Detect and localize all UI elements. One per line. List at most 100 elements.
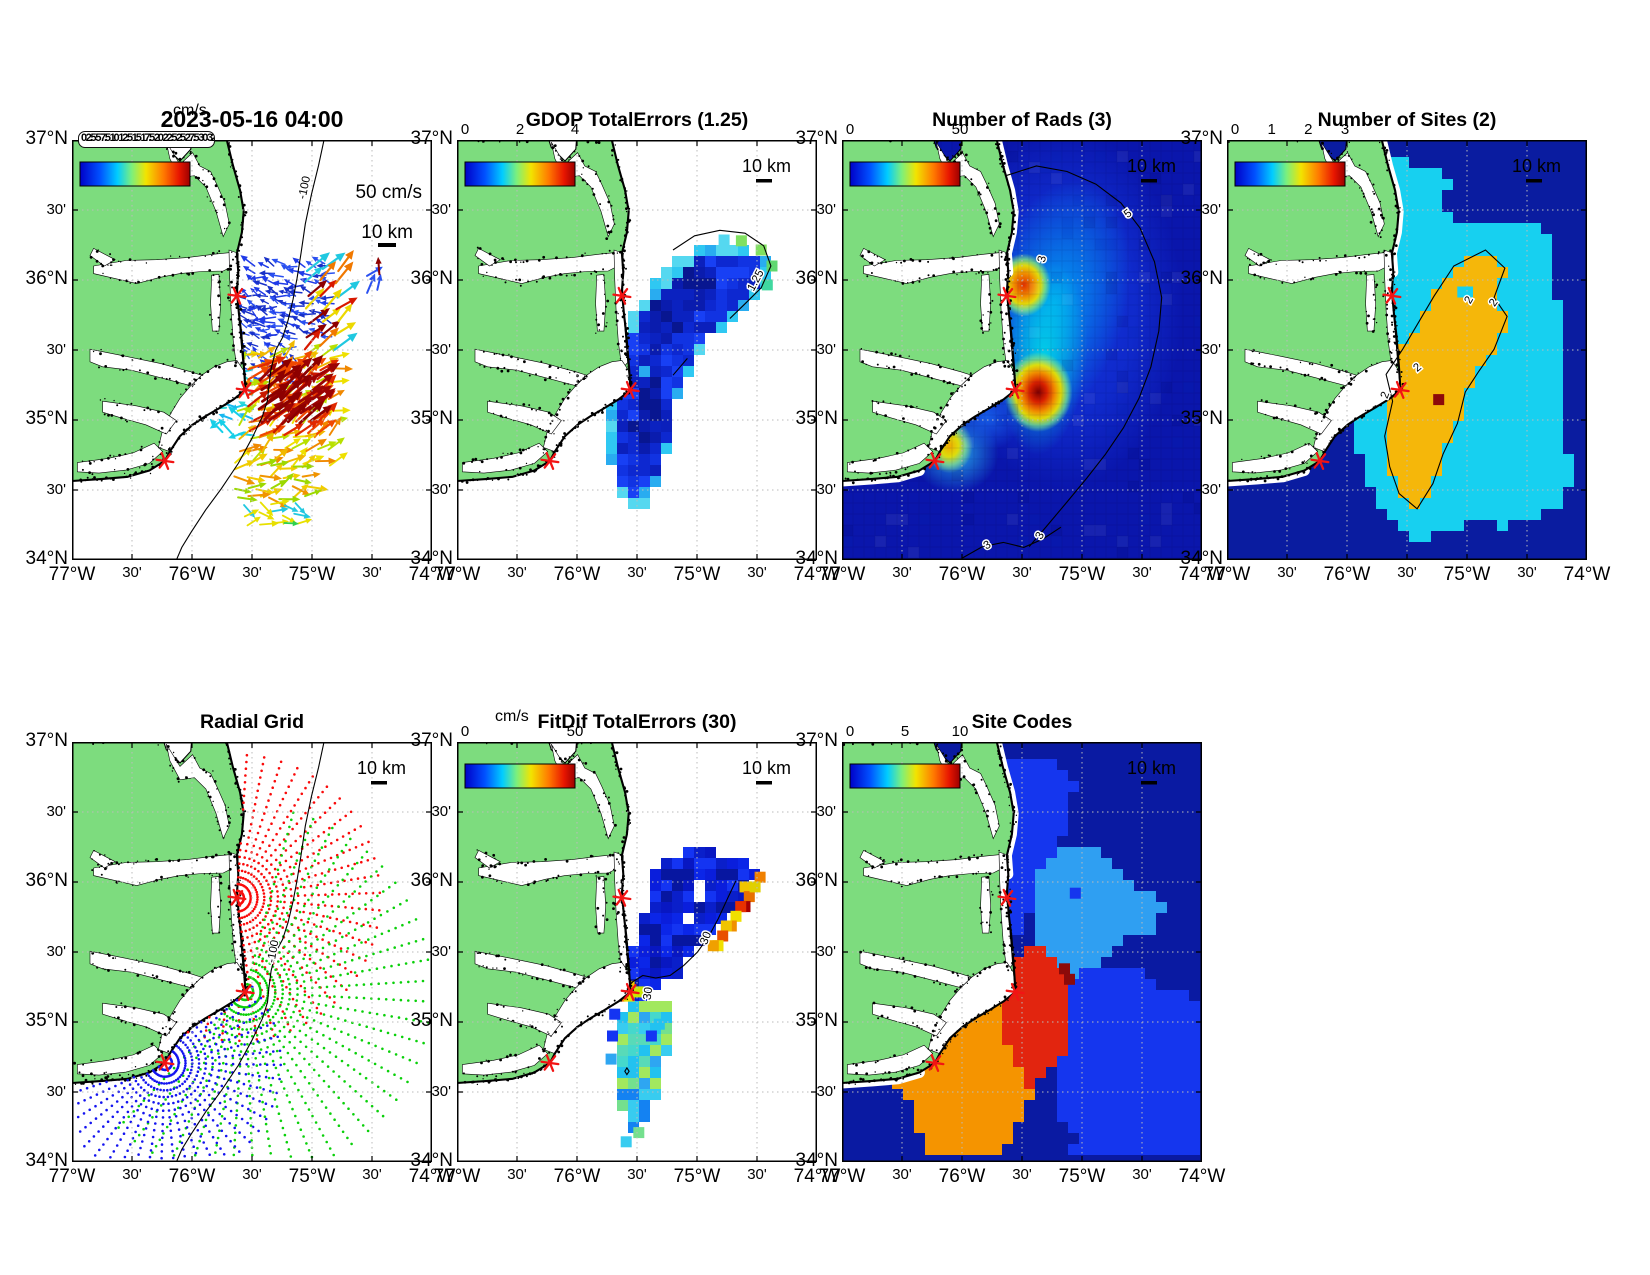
- colorbar: [79, 161, 191, 187]
- sound-water: [872, 1002, 947, 1037]
- lon-tick-label: 77°W: [433, 564, 481, 585]
- radar-site-marker: [997, 888, 1017, 907]
- lon-tick-label: 74°W: [408, 564, 456, 585]
- lat-tick-label: 35°N: [1180, 408, 1223, 429]
- sound-water: [89, 348, 203, 387]
- axis-ticks: [842, 140, 1202, 560]
- lat-tick-label: 30': [816, 803, 836, 820]
- lat-tick-label: 34°N: [25, 548, 68, 569]
- panel-title: FitDif TotalErrors (30): [537, 711, 737, 733]
- graticule: [1227, 140, 1587, 560]
- map-scale-label: 10 km: [741, 156, 791, 176]
- lat-tick-label: 34°N: [795, 548, 838, 569]
- sound-water: [595, 876, 607, 934]
- lon-tick-label: 30': [1132, 1166, 1152, 1183]
- lat-tick-label: 34°N: [410, 1150, 453, 1171]
- sound-water: [474, 849, 501, 869]
- lat-tick-label: 30': [46, 943, 66, 960]
- contour-line: [624, 880, 737, 995]
- colorbar-unit-label: cm/s: [495, 708, 529, 725]
- scale-bar: [756, 179, 772, 183]
- lon-tick-label: 30': [507, 1166, 527, 1183]
- map-site-codes: [842, 742, 1202, 1162]
- lon-tick-label: 30': [122, 1166, 142, 1183]
- panel-radial-grid: Radial Grid 10 km -100 37°N 30' 36°N 30' 35°…: [26, 711, 456, 1187]
- lat-tick-label: 30': [816, 201, 836, 218]
- lon-tick-label: 30': [362, 1166, 382, 1183]
- lat-tick-label: 36°N: [410, 870, 453, 891]
- map-radial-grid: -100: [72, 742, 432, 1162]
- radar-site-marker: [540, 1053, 560, 1072]
- contour-label: 30: [642, 986, 656, 1000]
- axis-ticks: [457, 742, 817, 1162]
- lon-tick-label: 30': [627, 1166, 647, 1183]
- colorbar-squished-tick-labels: 0 2.5 5 7.5 10 12.5 15 17.5 20 22.5 25 2…: [78, 131, 215, 148]
- lon-tick-label: 76°W: [168, 1166, 216, 1187]
- colorbar-tick-label: 0: [845, 121, 855, 138]
- radar-site-marker: [1310, 451, 1330, 470]
- panel-title: Radial Grid: [199, 711, 305, 733]
- colorbar: [1234, 161, 1346, 187]
- contour-label: 30: [698, 930, 714, 946]
- contour-line: [175, 742, 325, 1162]
- lat-tick-label: 37°N: [795, 730, 838, 751]
- lat-tick-label: 30': [431, 341, 451, 358]
- lon-tick-label: 75°W: [1058, 564, 1106, 585]
- radar-site-marker: [1390, 380, 1410, 399]
- sound-water: [1257, 400, 1332, 435]
- lat-tick-label: 36°N: [25, 870, 68, 891]
- sound-water: [859, 348, 973, 387]
- radar-site-marker: [155, 1053, 175, 1072]
- lat-tick-label: 36°N: [25, 268, 68, 289]
- lon-tick-label: 30': [1517, 564, 1537, 581]
- axis-ticks: [1227, 140, 1587, 560]
- lon-tick-label: 30': [1277, 564, 1297, 581]
- lat-tick-label: 37°N: [410, 128, 453, 149]
- colorbar-tick-label: 0: [460, 121, 470, 138]
- data-layer: [606, 234, 778, 509]
- lon-tick-label: 75°W: [1443, 564, 1491, 585]
- scale-bar: [1141, 179, 1157, 183]
- map-scale-label: 10 km: [1511, 156, 1561, 176]
- panel-title: GDOP TotalErrors (1.25): [525, 109, 749, 131]
- colorbar: [464, 161, 576, 187]
- lat-tick-label: 37°N: [25, 128, 68, 149]
- lat-tick-label: 34°N: [25, 1150, 68, 1171]
- colorbar-tick-label: 50: [951, 121, 969, 138]
- lon-tick-label: 30': [1012, 564, 1032, 581]
- lon-tick-label: 75°W: [673, 1166, 721, 1187]
- colorbar-tick-label: 2: [515, 121, 525, 138]
- lat-tick-label: 35°N: [410, 1010, 453, 1031]
- lat-tick-label: 37°N: [1180, 128, 1223, 149]
- lon-tick-label: 30': [242, 564, 262, 581]
- contour-line: [962, 526, 1062, 559]
- lat-tick-label: 30': [431, 201, 451, 218]
- lon-tick-label: 76°W: [938, 564, 986, 585]
- axis-ticks: [457, 140, 817, 560]
- colorbar-unit-label: cm/s: [173, 102, 207, 119]
- lon-tick-label: 74°W: [793, 564, 841, 585]
- lon-tick-label: 74°W: [1178, 1166, 1226, 1187]
- scale-bar: [756, 781, 772, 785]
- radar-site-marker: [227, 286, 247, 305]
- lon-tick-label: 74°W: [1178, 564, 1226, 585]
- radar-site-marker: [1005, 380, 1025, 399]
- sound-water: [102, 1002, 177, 1037]
- contour-line: [1005, 165, 1163, 547]
- lat-tick-label: 30': [46, 341, 66, 358]
- map-scale-label: 10 km: [356, 758, 406, 778]
- lon-tick-label: 75°W: [288, 564, 336, 585]
- lon-tick-label: 76°W: [553, 564, 601, 585]
- map-gdop: 1.25: [457, 140, 817, 560]
- graticule: [72, 140, 432, 560]
- lat-tick-label: 30': [46, 803, 66, 820]
- lat-tick-label: 30': [431, 943, 451, 960]
- panel-fitdif-total-errors: FitDif TotalErrors (30) cm/s 10 km 30 30 …: [411, 708, 841, 1187]
- sound-water: [859, 849, 886, 869]
- panel-title: Number of Rads (3): [932, 109, 1112, 131]
- colorbar: [849, 161, 961, 187]
- colorbar: [849, 763, 961, 789]
- radar-site-marker: [925, 1053, 945, 1072]
- sound-water: [474, 247, 501, 267]
